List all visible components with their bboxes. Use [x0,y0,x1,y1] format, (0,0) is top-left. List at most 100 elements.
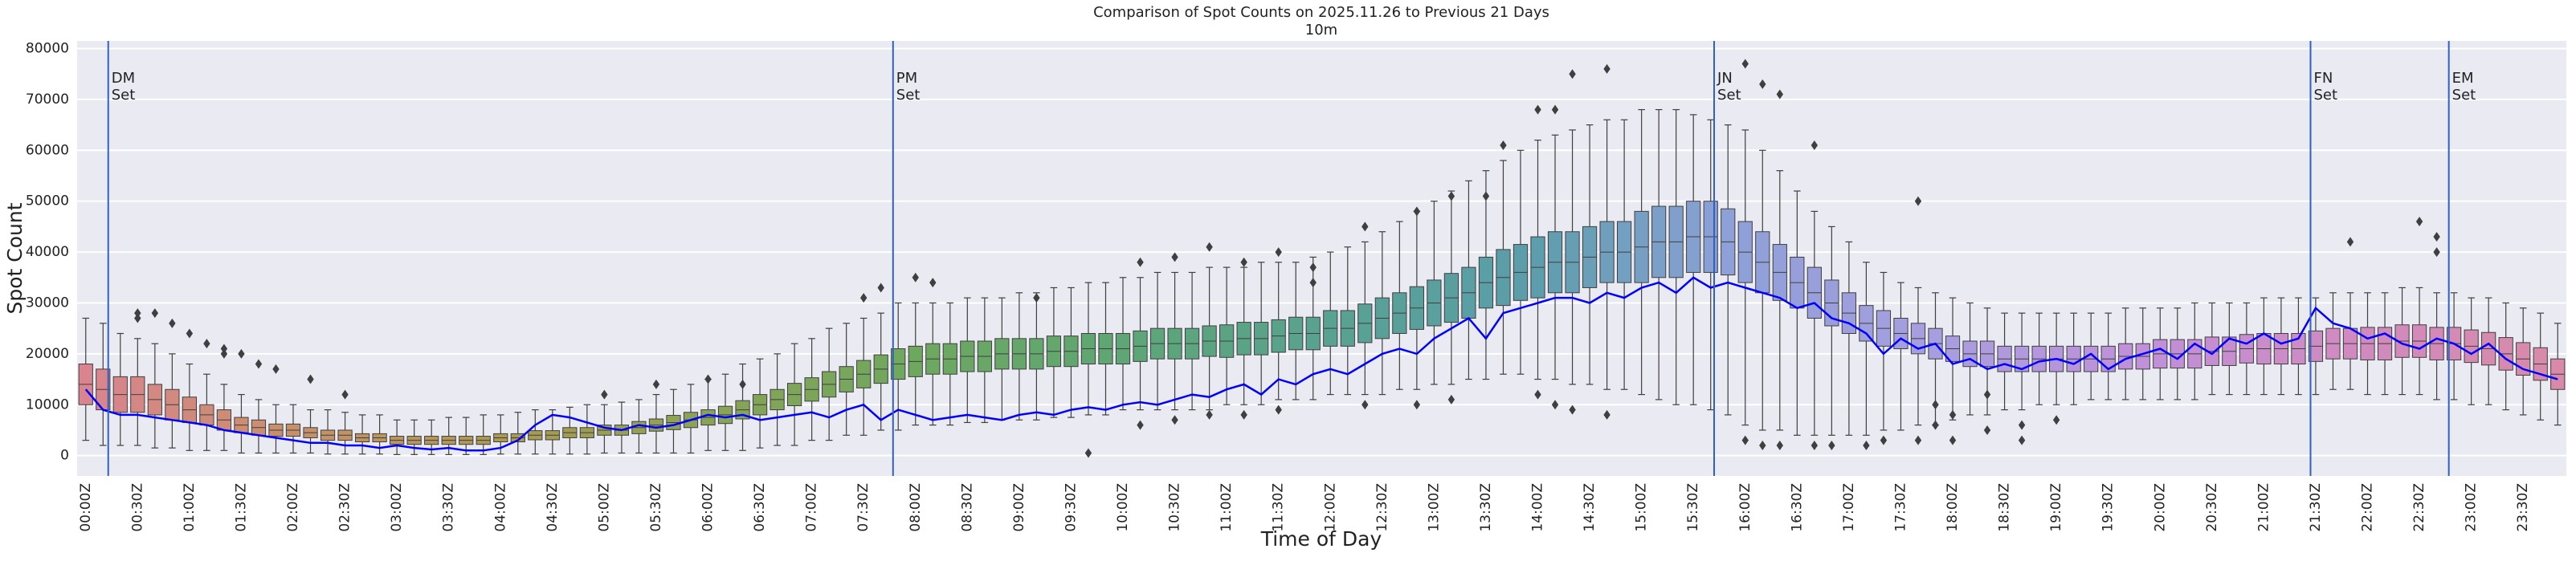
x-tick-label: 11:30Z [1271,483,1287,532]
flier [2052,415,2060,425]
x-tick-label: 22:00Z [2360,483,2376,532]
chart-subtitle: 10m [1305,22,1337,39]
x-tick-label: 01:30Z [233,483,249,532]
flier [929,278,937,288]
x-tick-label: 00:00Z [78,483,94,532]
flier [1275,247,1282,258]
flier [1309,262,1317,273]
flier [1983,425,1991,435]
x-tick-label: 12:30Z [1374,483,1390,532]
flier [1551,104,1559,115]
flier [220,348,228,359]
x-tick-label: 00:30Z [129,483,145,532]
x-tick-label: 06:30Z [752,483,768,532]
x-tick-label: 10:00Z [1115,483,1131,532]
flier [134,313,141,323]
flier [169,318,176,328]
flier [1828,440,1835,450]
x-tick-label: 20:30Z [2204,483,2220,532]
flier [1137,420,1144,430]
x-tick-label: 13:00Z [1426,483,1442,532]
flier [739,379,746,389]
flier [1500,140,1507,150]
marker-label: JN [1717,70,1733,87]
flier [704,374,712,384]
flier [272,364,280,374]
x-tick-label: 04:30Z [545,483,561,532]
flier [2018,435,2026,445]
flier [1171,415,1178,425]
flier [186,328,194,339]
flier [1534,104,1541,115]
flier [2415,217,2423,227]
y-tick-label: 60000 [26,142,69,158]
marker-label: Set [2452,87,2476,104]
x-tick-label: 22:30Z [2411,483,2427,532]
flier [151,308,159,319]
marker-label: PM [896,70,917,87]
x-tick-label: 07:30Z [855,483,872,532]
flier [1949,435,1957,445]
marker-label: Set [2313,87,2337,104]
flier [1932,420,1939,430]
flier [1914,196,1922,206]
x-tick-label: 10:30Z [1167,483,1183,532]
x-tick-label: 21:30Z [2308,483,2324,532]
flier [1932,400,1939,410]
flier [1240,257,1247,267]
flier [238,348,245,359]
flier [255,359,263,369]
flier [1741,435,1749,445]
flier [912,272,919,283]
x-axis-label: Time of Day [1260,527,1382,551]
y-tick-label: 50000 [26,193,69,209]
flier [859,293,868,303]
flier [1811,440,1819,450]
flier [1776,89,1784,100]
x-tick-label: 06:00Z [700,483,716,532]
flier [2433,247,2440,258]
x-tick-label: 17:30Z [1892,483,1909,532]
x-tick-label: 09:30Z [1063,483,1079,532]
flier [1413,206,1421,217]
flier [1759,79,1766,89]
x-tick-label: 03:00Z [389,483,405,532]
flier [1534,389,1541,400]
x-tick-label: 23:00Z [2464,483,2480,532]
x-tick-label: 03:30Z [441,483,457,532]
x-tick-label: 18:30Z [1997,483,2013,532]
x-tick-label: 19:00Z [2048,483,2064,532]
flier [601,389,608,400]
chart-title: Comparison of Spot Counts on 2025.11.26 … [1093,4,1549,21]
flier [1206,409,1213,420]
flier [1413,400,1421,410]
flier [1240,409,1247,420]
x-tick-label: 18:00Z [1945,483,1961,532]
flier [134,308,141,319]
flier [877,283,884,293]
marker-label: DM [112,70,135,87]
x-tick-label: 12:00Z [1322,483,1338,532]
x-tick-label: 23:30Z [2515,483,2531,532]
flier [2018,420,2026,430]
x-tick-label: 19:30Z [2100,483,2117,532]
flier [1084,448,1092,458]
x-tick-label: 15:30Z [1685,483,1701,532]
flier [2346,237,2354,247]
x-tick-label: 16:00Z [1737,483,1753,532]
flier [1309,278,1317,288]
y-tick-label: 80000 [26,41,69,57]
y-tick-label: 10000 [26,396,69,413]
flier [1759,440,1766,450]
y-tick-label: 40000 [26,244,69,260]
y-tick-label: 70000 [26,91,69,108]
flier [1033,293,1040,303]
flier [203,339,210,349]
flier [1551,400,1559,410]
flier [1569,69,1576,79]
x-tick-label: 07:00Z [804,483,820,532]
y-tick-label: 20000 [26,346,69,362]
flier [1275,404,1282,415]
x-tick-label: 11:00Z [1219,483,1235,532]
